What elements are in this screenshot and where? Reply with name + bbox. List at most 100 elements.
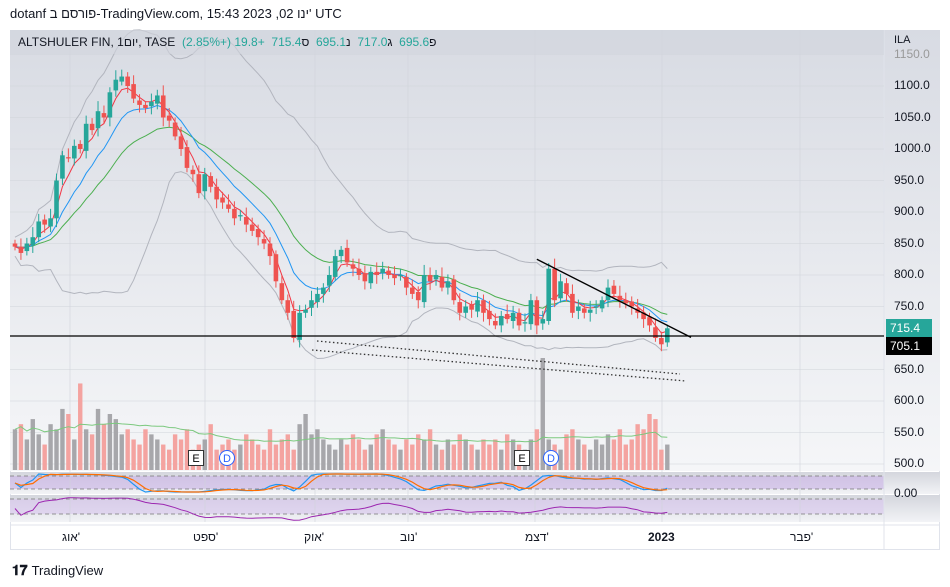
volume-bar: [475, 449, 480, 470]
time-label: דצמ': [525, 530, 549, 544]
candle-body: [611, 285, 617, 294]
volume-bar: [534, 429, 540, 470]
volume-bar: [143, 429, 148, 470]
stoch-band: [10, 476, 884, 489]
volume-bar: [202, 439, 207, 470]
volume-bar: [101, 424, 107, 470]
volume-bar: [131, 439, 136, 470]
candle-body: [356, 268, 362, 275]
volume-bar: [12, 429, 18, 470]
candle-body: [119, 76, 125, 82]
volume-bar: [321, 439, 326, 470]
candle-body: [421, 275, 427, 303]
candle-body: [18, 246, 24, 253]
price-tick-label: 850.0: [894, 235, 925, 250]
volume-bar: [599, 444, 605, 470]
price-tick-label: 950.0: [894, 172, 925, 187]
volume-bar: [463, 439, 468, 470]
volume-bar: [487, 444, 492, 470]
candle-body: [279, 283, 285, 301]
candle-body: [238, 215, 243, 217]
candle-body: [95, 111, 101, 129]
price-tick-label: 500.0: [894, 456, 925, 470]
volume-bar: [184, 429, 190, 470]
volume-bar: [457, 434, 462, 470]
candle-body: [125, 76, 130, 86]
publish-header: dotanf פורסם ב-TradingView.com, 15:43 20…: [10, 6, 342, 21]
volume-bar: [267, 429, 273, 470]
candle-body: [350, 264, 356, 269]
symbol-name[interactable]: ALTSHULER FIN, 1יום, TASE: [18, 35, 176, 49]
volume-bar: [327, 444, 332, 470]
volume-bar: [439, 449, 445, 470]
candle-body: [243, 217, 249, 225]
candle-body: [101, 113, 107, 118]
volume-ma-line: [14, 422, 668, 443]
dotted-channel-line: [311, 349, 687, 382]
volume-bar: [24, 439, 30, 470]
volume-bar: [493, 439, 498, 470]
volume-bar: [629, 439, 634, 470]
dividend-event-icon[interactable]: D: [543, 450, 559, 466]
volume-bar: [558, 449, 563, 470]
low-value: 695.1: [315, 35, 347, 49]
candle-body: [647, 317, 652, 326]
candle-body: [659, 338, 664, 345]
candle-body: [24, 243, 30, 252]
candle-body: [576, 306, 581, 311]
volume-bar: [72, 439, 77, 470]
close-label: ס: [301, 35, 310, 49]
candle-body: [36, 221, 42, 238]
volume-bar: [659, 449, 664, 470]
low-label: נ: [346, 35, 351, 49]
volume-bar: [208, 424, 213, 470]
time-label: אוג': [62, 530, 81, 544]
candle-body: [54, 180, 59, 219]
stoch-d-line: [14, 473, 668, 493]
dotted-channel-line: [316, 340, 681, 375]
brand-name[interactable]: TradingView: [31, 563, 104, 578]
volume-bar: [433, 444, 439, 470]
candle-body: [546, 268, 551, 321]
candle-body: [60, 155, 65, 179]
dividend-event-icon[interactable]: D: [219, 450, 235, 466]
volume-bar: [588, 449, 593, 470]
candle-body: [303, 309, 308, 313]
volume-bar: [665, 444, 670, 470]
candle-body: [564, 283, 569, 294]
earnings-event-icon[interactable]: E: [188, 450, 204, 466]
volume-bar: [18, 424, 24, 470]
candle-body: [285, 300, 291, 313]
candle-body: [326, 275, 332, 286]
candle-body: [89, 123, 95, 131]
candle-body: [315, 293, 320, 303]
volume-bar: [273, 444, 279, 470]
volume-bar: [653, 419, 658, 470]
candle-body: [113, 79, 119, 91]
earnings-event-icon[interactable]: E: [514, 450, 530, 466]
candle-body: [66, 157, 71, 159]
candle-body: [249, 224, 255, 231]
candle-body: [267, 243, 273, 257]
volume-bar: [451, 444, 457, 470]
volume-bar: [416, 434, 421, 470]
candle-body: [487, 310, 492, 320]
candle-body: [593, 306, 599, 308]
candle-body: [309, 300, 314, 308]
hline-price-label: 705.1: [886, 337, 932, 355]
volume-bar: [333, 449, 338, 470]
candle-body: [83, 123, 89, 151]
candle-body: [451, 279, 457, 301]
tradingview-logo-icon: 𝟏𝟕: [12, 562, 28, 578]
candle-body: [344, 247, 350, 263]
volume-bar: [48, 424, 53, 470]
candle-body: [558, 281, 563, 299]
open-label: פ: [429, 35, 437, 49]
volume-bar: [623, 444, 628, 470]
candle-body: [255, 229, 261, 238]
volume-bar: [641, 429, 646, 470]
volume-bar: [309, 434, 314, 470]
candle-body: [214, 186, 219, 200]
volume-bar: [410, 444, 415, 470]
